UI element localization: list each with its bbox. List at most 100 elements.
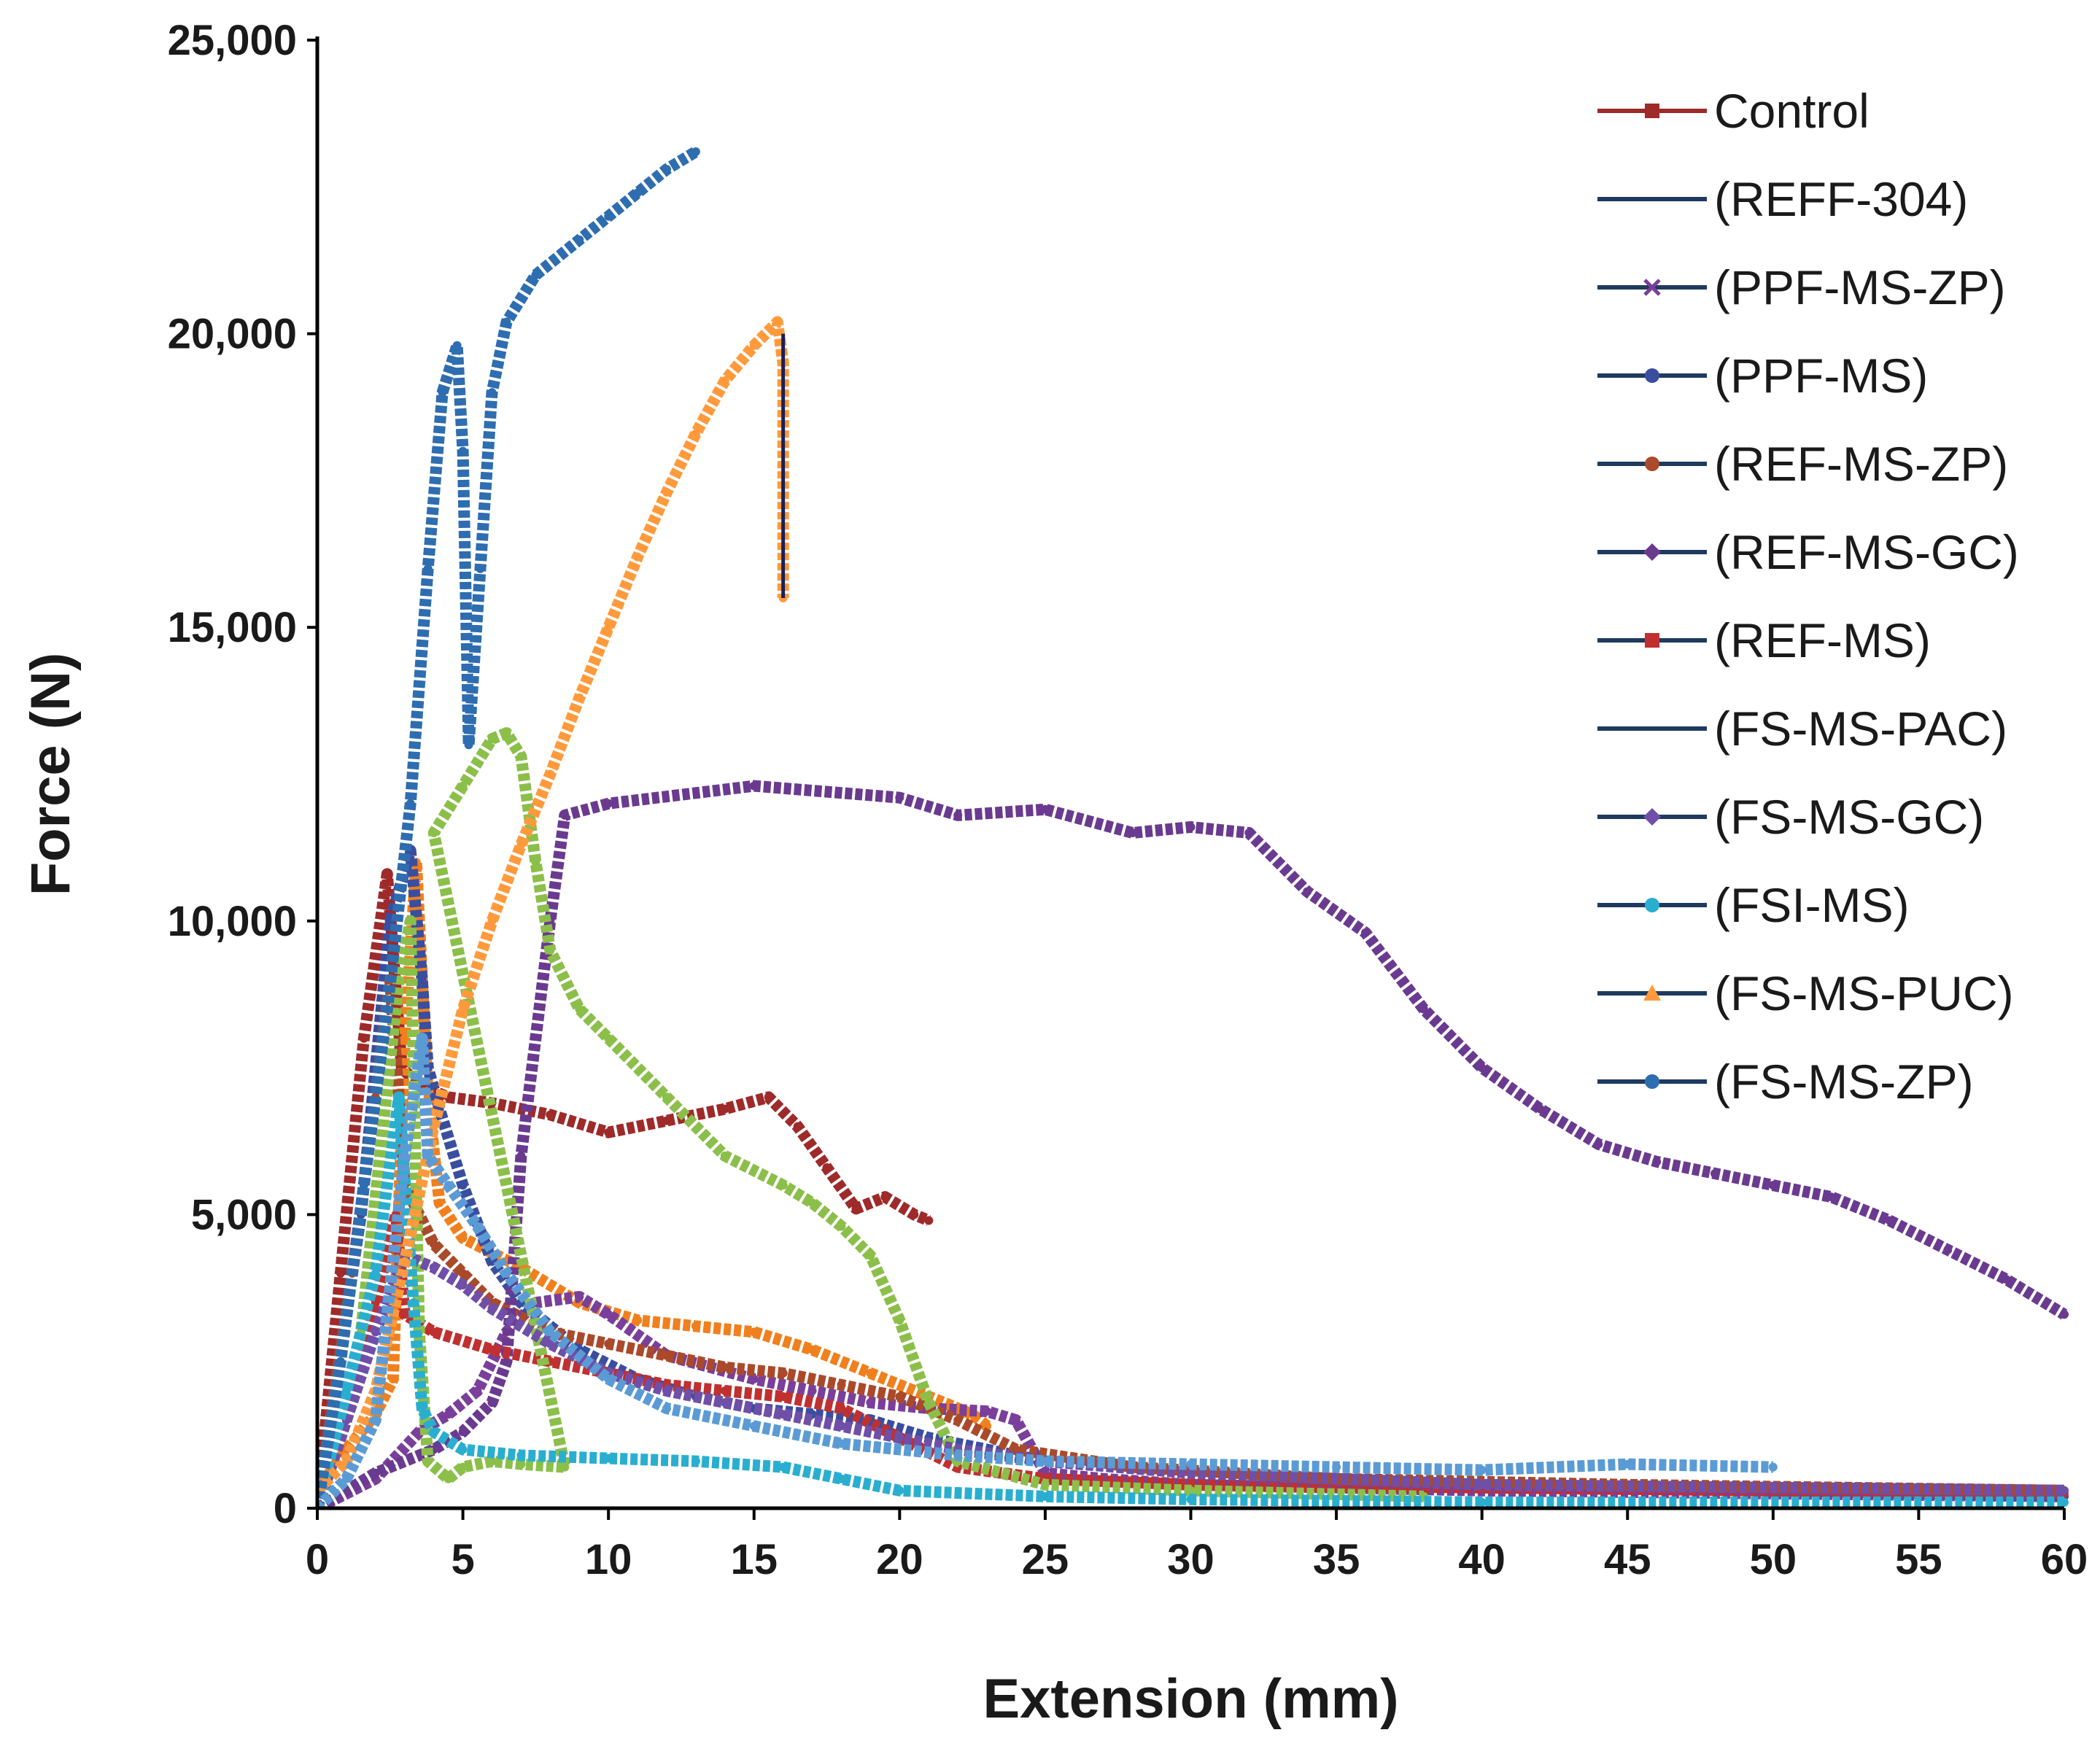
data-point [604,1339,613,1349]
legend-marker [1645,898,1659,912]
data-point [837,1474,846,1483]
data-point [502,317,511,327]
legend-marker [1645,104,1659,118]
y-tick-label: 15,000 [168,604,297,651]
data-point [604,212,613,221]
data-point [575,1292,584,1302]
data-point [1303,887,1312,896]
legend-item: (FS-MS-PUC) [1597,966,2014,1020]
data-point [382,869,392,879]
data-point [749,781,759,791]
data-point [2060,1497,2069,1507]
data-point [1535,1104,1545,1114]
data-point [1186,1468,1196,1478]
data-point [458,1181,468,1190]
data-point [1361,928,1370,937]
data-point [546,1110,555,1119]
data-point [531,858,541,867]
legend-label: (FS-MS-PUC) [1714,966,2014,1020]
legend-item: (REF-MS) [1597,613,1931,667]
data-point [429,1262,438,1272]
data-point [516,1459,526,1469]
data-point [458,1233,468,1243]
data-point [487,388,497,397]
data-point [1768,1462,1778,1472]
data-point [2060,1486,2069,1495]
legend-item: (REFF-304) [1597,172,1968,226]
x-tick-label: 25 [1022,1536,1069,1583]
data-point [406,799,415,808]
y-ticks: 0 5,000 10,000 15,000 20,000 25,000 [168,17,317,1532]
data-point [341,1386,351,1395]
data-point [452,341,462,350]
y-tick-label: 10,000 [168,898,297,945]
data-point [546,1327,555,1337]
data-point [807,1386,817,1395]
data-point [1477,1497,1487,1507]
x-tick-label: 0 [306,1536,329,1583]
data-point [895,1433,904,1443]
data-point [1040,804,1050,814]
data-point [691,1456,700,1466]
data-point [633,188,643,198]
data-point [764,1093,773,1102]
y-tick-label: 25,000 [168,17,297,64]
data-point [720,1362,729,1372]
data-point [604,799,613,808]
data-point [1477,1480,1487,1489]
legend-label: (REF-MS-ZP) [1714,437,2008,491]
data-point [1040,1491,1050,1501]
data-point [423,1456,433,1466]
data-point [1477,1063,1487,1073]
data-point [443,1181,453,1190]
data-point [371,1468,380,1478]
data-point [371,1327,380,1337]
legend-item: Control [1597,84,1870,138]
data-point [487,734,497,744]
data-point [458,781,468,791]
data-point [382,1004,392,1014]
data-point [749,1327,759,1337]
legend-marker [1645,1074,1659,1089]
x-ticks: 0 5 10 15 20 25 30 35 40 45 50 55 60 [306,1508,2088,1583]
legend-item: (PPF-MS-ZP) [1597,260,2006,314]
data-point [691,1322,700,1331]
data-point [778,1181,788,1190]
series-layer [317,147,2069,1508]
data-point [749,1374,759,1384]
data-point [336,1357,345,1366]
data-point [720,376,729,385]
legend-label: (FS-MS-ZP) [1714,1055,1974,1109]
series-fs-ms-zp-sub [317,1032,1778,1508]
data-point [662,1404,671,1413]
data-point [458,1427,468,1437]
data-point [1885,1216,1894,1225]
data-point [473,1222,482,1231]
legend-label: (REF-MS) [1714,613,1931,667]
series-line [317,1091,2064,1508]
x-tick-label: 60 [2041,1536,2088,1583]
data-point [1710,1169,1719,1178]
legend-label: Control [1714,84,1870,138]
x-tick-label: 20 [876,1536,923,1583]
data-point [720,1386,729,1395]
data-point [388,1374,398,1384]
series-line [317,727,1425,1508]
data-point [1623,1459,1632,1469]
series-fs-ms-zp [317,147,700,1508]
data-point [1826,1192,1836,1202]
data-point [487,916,497,925]
data-point [546,769,555,779]
data-point [1186,1459,1196,1469]
data-point [662,1093,671,1102]
data-point [371,1268,380,1278]
data-point [575,1004,584,1014]
data-point [953,1451,963,1460]
data-point [837,1421,846,1431]
data-point [1128,829,1137,837]
data-point [953,810,963,820]
data-point [502,1268,511,1278]
data-point [458,1268,468,1278]
data-point [1040,1456,1050,1466]
data-point [417,1033,427,1043]
